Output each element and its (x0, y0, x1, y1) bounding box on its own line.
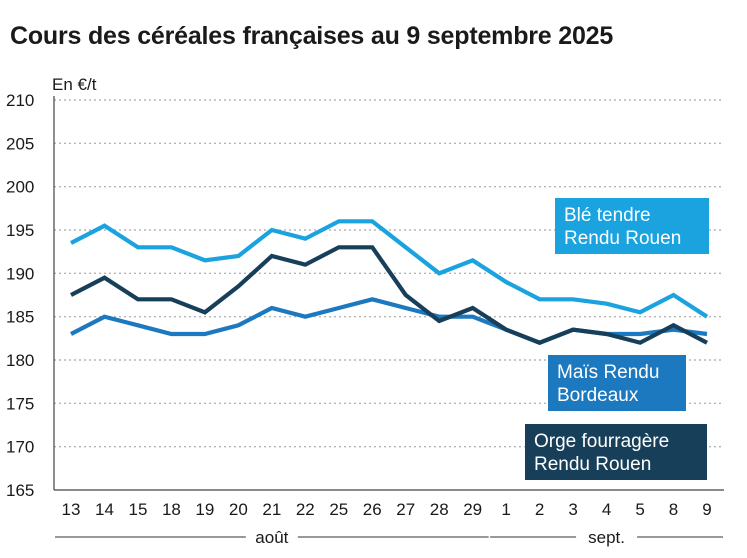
x-tick-label: 14 (95, 500, 114, 519)
series-line (70, 219, 709, 319)
y-tick-label: 180 (6, 351, 34, 370)
series-label: Maïs Rendu (557, 362, 659, 383)
x-tick-label: 19 (195, 500, 214, 519)
series-label: Rendu Rouen (564, 228, 681, 249)
series-lines (70, 219, 709, 345)
x-tick-label: 13 (62, 500, 81, 519)
x-tick-label: 22 (296, 500, 315, 519)
x-tick-label: 1 (501, 500, 510, 519)
series-label: Rendu Rouen (534, 454, 651, 475)
grid-layer (53, 96, 724, 491)
series-line (70, 245, 708, 345)
x-tick-labels: 13 14 15 18 19 20 21 22 25 26 27 28 29 1 2 3 4 5 8 9 (62, 500, 712, 519)
x-tick-label: 20 (229, 500, 248, 519)
chart-title: Cours des céréales françaises au 9 septe… (10, 22, 614, 50)
y-tick-label: 210 (6, 91, 34, 110)
x-tick-label: 4 (602, 500, 611, 519)
y-tick-label: 170 (6, 438, 34, 457)
y-tick-label: 175 (6, 394, 34, 413)
y-tick-label: 195 (6, 221, 34, 240)
y-tick-label: 205 (6, 134, 34, 153)
x-tick-label: 26 (363, 500, 382, 519)
x-tick-label: 5 (635, 500, 644, 519)
series-label-box (555, 198, 709, 254)
x-tick-label: 25 (329, 500, 348, 519)
x-tick-label: 29 (463, 500, 482, 519)
x-tick-label: 3 (568, 500, 577, 519)
x-tick-label: 27 (396, 500, 415, 519)
y-tick-label: 165 (6, 481, 34, 500)
series-label: Bordeaux (557, 385, 639, 406)
x-tick-label: 2 (535, 500, 544, 519)
y-tick-labels: 165 170 175 180 185 190 195 200 205 210 (6, 91, 34, 500)
x-tick-label: 21 (262, 500, 281, 519)
month-label: août (255, 528, 288, 547)
y-axis-unit-label: En €/t (52, 75, 97, 94)
series-label-box (548, 355, 686, 411)
month-groups: août sept. (55, 528, 723, 547)
x-tick-label: 15 (128, 500, 147, 519)
x-tick-label: 28 (430, 500, 449, 519)
series-label: Blé tendre (564, 205, 651, 226)
y-tick-label: 200 (6, 178, 34, 197)
y-tick-label: 190 (6, 264, 34, 283)
month-label: sept. (588, 528, 625, 547)
series-label-box (525, 424, 707, 480)
x-tick-label: 18 (162, 500, 181, 519)
y-tick-label: 185 (6, 308, 34, 327)
series-label: Orge fourragère (534, 431, 669, 452)
x-tick-label: 9 (702, 500, 711, 519)
x-tick-label: 8 (669, 500, 678, 519)
